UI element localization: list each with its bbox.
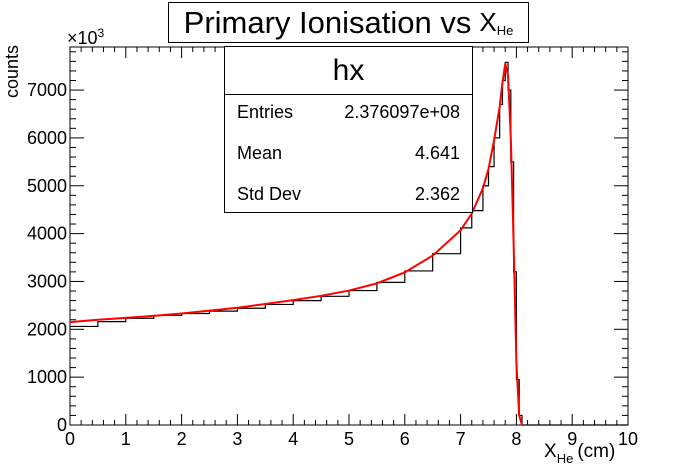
x-tick-label: 8 — [511, 429, 521, 449]
x-tick-label: 4 — [288, 429, 298, 449]
stats-entries-value: 2.376097e+08 — [344, 102, 460, 122]
x-axis-label-var: X — [544, 441, 557, 462]
y-exponent-base: ×10 — [67, 28, 98, 48]
y-tick-label: 7000 — [27, 80, 67, 100]
y-tick-label: 3000 — [27, 271, 67, 291]
x-tick-label: 9 — [567, 429, 577, 449]
y-axis: 0 1000 2000 3000 4000 5000 6000 7000 — [27, 51, 628, 435]
y-tick-label: 4000 — [27, 224, 67, 244]
x-tick-label: 5 — [344, 429, 354, 449]
y-axis-exponent: ×103 — [67, 26, 104, 49]
chart-title-subscript: He — [496, 23, 514, 38]
stats-mean-row: Mean 4.641 — [237, 142, 460, 164]
stats-mean-label: Mean — [237, 143, 283, 163]
x-tick-label: 10 — [618, 429, 638, 449]
y-tick-label: 2000 — [27, 319, 67, 339]
x-axis-label-sub: He — [556, 451, 574, 466]
x-tick-label: 0 — [65, 429, 75, 449]
y-tick-label: 0 — [57, 415, 67, 435]
x-axis-label: XHe (cm) — [544, 441, 616, 466]
x-tick-label: 7 — [456, 429, 466, 449]
stats-entries-label: Entries — [237, 102, 294, 122]
stats-stddev-value: 2.362 — [414, 184, 460, 204]
stats-title: hx — [225, 47, 472, 95]
stats-stddev-row: Std Dev 2.362 — [237, 183, 460, 205]
y-tick-label: 1000 — [27, 367, 67, 387]
x-tick-label: 2 — [177, 429, 187, 449]
x-tick-label: 3 — [232, 429, 242, 449]
chart-title-text: Primary Ionisation vs — [183, 4, 472, 40]
x-tick-label: 1 — [121, 429, 131, 449]
stats-box: hx Entries 2.376097e+08 Mean 4.641 Std D… — [224, 46, 473, 213]
y-axis-label: counts — [2, 45, 22, 99]
y-tick-label: 5000 — [27, 176, 67, 196]
x-tick-label: 6 — [400, 429, 410, 449]
stats-entries-row: Entries 2.376097e+08 — [237, 101, 460, 123]
stats-stddev-label: Std Dev — [237, 184, 302, 204]
y-tick-label: 6000 — [27, 128, 67, 148]
chart-title: Primary Ionisation vs X He — [168, 2, 529, 43]
stats-mean-value: 4.641 — [414, 143, 460, 163]
chart-title-variable: X — [479, 7, 497, 37]
fit-curve — [69, 63, 523, 426]
x-axis-label-unit: (cm) — [577, 441, 616, 462]
y-exponent-power: 3 — [97, 26, 105, 40]
